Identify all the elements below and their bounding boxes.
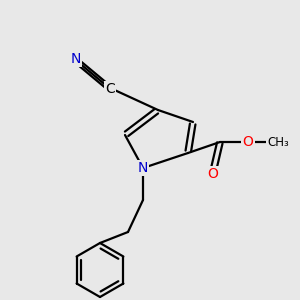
Text: N: N xyxy=(71,52,81,66)
Text: O: O xyxy=(243,135,254,149)
Text: O: O xyxy=(208,167,218,181)
Text: CH₃: CH₃ xyxy=(267,136,289,148)
Text: C: C xyxy=(105,82,115,96)
Text: N: N xyxy=(138,161,148,175)
